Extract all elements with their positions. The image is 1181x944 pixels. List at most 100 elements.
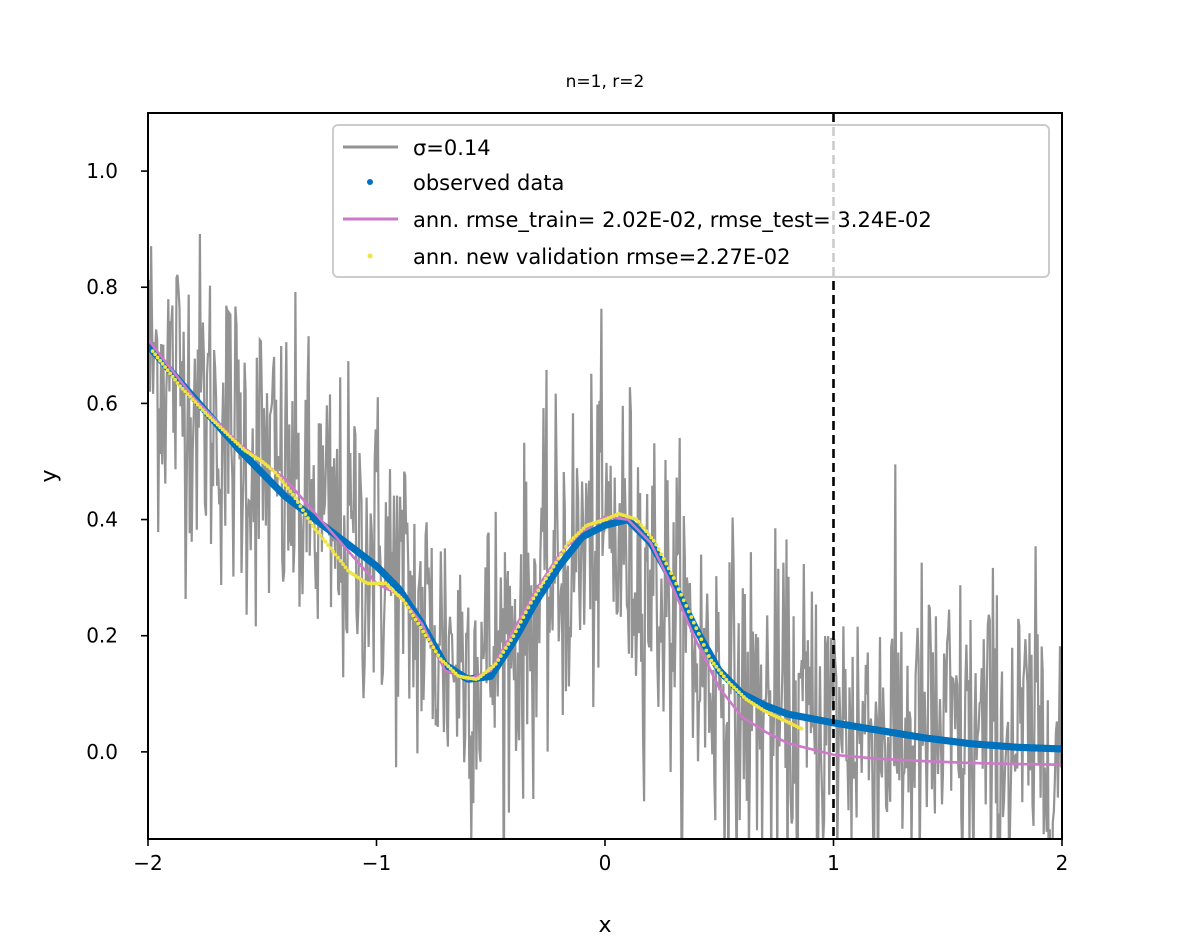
validation-point (654, 542, 659, 547)
validation-point (566, 540, 571, 545)
x-axis: −2 −1 0 1 2 (133, 839, 1068, 875)
validation-point (436, 653, 441, 658)
validation-point (498, 654, 503, 658)
validation-point (270, 468, 275, 473)
validation-point (686, 609, 691, 614)
validation-point (306, 516, 310, 520)
validation-point (265, 464, 270, 469)
validation-point (408, 609, 413, 614)
validation-point (155, 355, 160, 360)
validation-point (519, 619, 523, 624)
validation-point (235, 442, 240, 446)
validation-point (150, 349, 155, 353)
validation-point (644, 529, 649, 534)
validation-point (726, 680, 731, 685)
validation-point (153, 352, 158, 357)
validation-point (406, 605, 410, 610)
validation-point (546, 572, 551, 577)
validation-point (729, 683, 734, 687)
validation-point (220, 427, 225, 432)
validation-point (514, 629, 518, 634)
validation-point (551, 564, 556, 569)
validation-point (428, 641, 433, 646)
validation-point (664, 561, 669, 566)
y-tick-label: 0.4 (86, 508, 118, 532)
legend-label-sigma: σ=0.14 (413, 136, 491, 160)
validation-point (491, 664, 496, 669)
validation-point (388, 586, 393, 591)
validation-point (418, 625, 423, 630)
validation-point (504, 646, 508, 650)
validation-point (426, 637, 431, 642)
validation-point (210, 418, 215, 422)
validation-point (313, 527, 318, 531)
validation-point (704, 648, 709, 653)
x-axis-label: x (598, 913, 611, 938)
validation-point (544, 576, 548, 581)
validation-point (230, 437, 235, 442)
validation-point (649, 535, 654, 540)
validation-point (308, 520, 313, 524)
validation-point (742, 695, 746, 699)
validation-point (739, 692, 744, 697)
validation-point (541, 580, 546, 585)
validation-point (651, 538, 656, 543)
validation-point (223, 430, 228, 434)
validation-point (278, 476, 283, 481)
chart-title: n=1, r=2 (566, 72, 645, 92)
validation-point (238, 444, 243, 449)
validation-point (646, 532, 651, 537)
validation-point (416, 621, 421, 626)
validation-point (576, 531, 581, 536)
legend-box (332, 124, 1050, 278)
validation-point (233, 439, 238, 444)
validation-point (225, 432, 230, 437)
validation-point (446, 664, 451, 669)
validation-point (398, 595, 403, 600)
validation-point (180, 386, 185, 391)
validation-point (799, 726, 804, 731)
validation-point (719, 671, 724, 676)
validation-point (536, 588, 541, 593)
legend-label-ann: ann. rmse_train= 2.02E-02, rmse_test= 3.… (413, 208, 932, 233)
validation-point (326, 543, 330, 547)
validation-point (218, 425, 223, 430)
legend: σ=0.14 observed data ann. rmse_train= 2.… (332, 124, 1050, 278)
validation-point (203, 410, 208, 415)
validation-point (208, 415, 213, 420)
series-noisy-line (148, 233, 1062, 839)
validation-point (173, 377, 178, 382)
validation-point (433, 649, 438, 654)
validation-point (288, 489, 293, 494)
validation-point (183, 389, 188, 394)
validation-point (676, 587, 681, 592)
validation-point (679, 592, 684, 597)
y-tick-label: 0.6 (86, 391, 118, 415)
validation-point (275, 473, 280, 478)
validation-point (268, 466, 273, 471)
validation-point (549, 568, 553, 573)
validation-point (669, 571, 674, 576)
validation-point (198, 405, 203, 410)
validation-point (333, 552, 338, 557)
validation-point (273, 470, 278, 475)
validation-point (524, 610, 528, 615)
validation-point (403, 601, 408, 606)
validation-point (228, 434, 233, 439)
validation-point (205, 413, 210, 418)
y-tick-label: 0.2 (86, 624, 118, 648)
validation-point (165, 368, 170, 373)
validation-point (316, 530, 320, 535)
validation-point (656, 547, 661, 552)
validation-point (200, 408, 205, 412)
validation-point (674, 581, 679, 586)
validation-point (716, 668, 721, 672)
validation-point (298, 504, 303, 508)
validation-point (260, 460, 265, 464)
validation-point (396, 593, 400, 598)
validation-point (516, 624, 521, 629)
validation-point (691, 620, 696, 625)
validation-point (293, 496, 298, 501)
validation-point (559, 552, 563, 557)
validation-point (684, 604, 689, 608)
